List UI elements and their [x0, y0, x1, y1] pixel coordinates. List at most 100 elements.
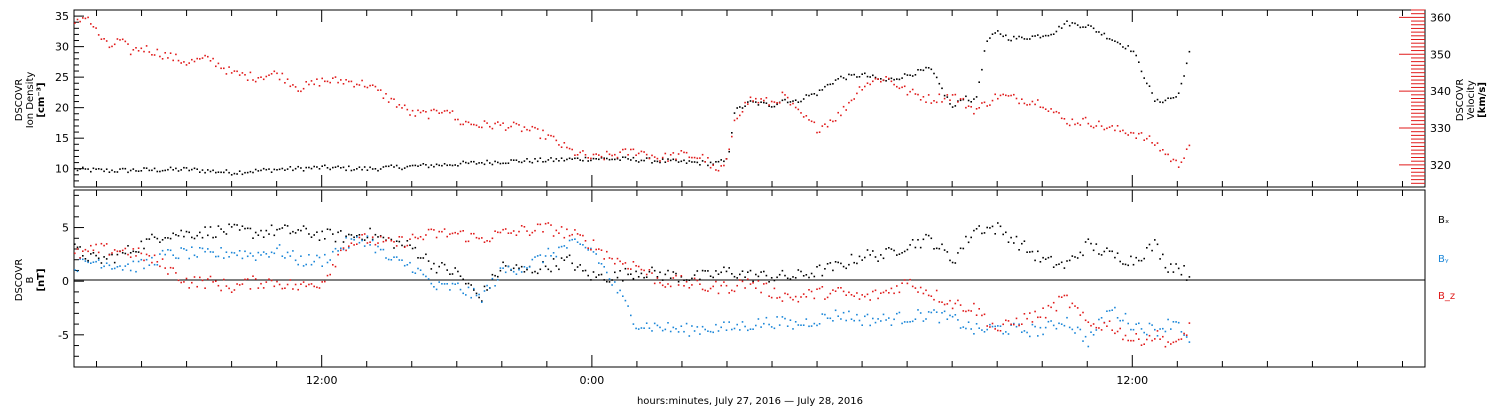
- data-point: [1106, 247, 1108, 249]
- data-point: [329, 81, 331, 84]
- data-point: [294, 283, 297, 286]
- data-point: [656, 324, 659, 327]
- data-point: [893, 78, 895, 81]
- data-point: [736, 107, 738, 109]
- data-point: [1074, 123, 1076, 126]
- data-point: [382, 236, 385, 239]
- data-point: [566, 158, 568, 161]
- data-point: [90, 170, 92, 173]
- data-point: [973, 229, 975, 232]
- data-point: [515, 122, 518, 125]
- data-point: [459, 275, 462, 277]
- data-point: [1013, 322, 1015, 325]
- data-point: [1047, 110, 1050, 112]
- data-point: [959, 327, 962, 329]
- data-point: [302, 225, 305, 227]
- data-point: [733, 275, 736, 278]
- data-point: [446, 269, 448, 271]
- data-point: [951, 307, 954, 310]
- data-point: [786, 325, 789, 327]
- data-point: [1156, 142, 1159, 144]
- data-point: [180, 62, 182, 64]
- data-point: [744, 101, 746, 104]
- data-point: [731, 135, 733, 138]
- data-point: [829, 292, 832, 295]
- data-point: [861, 89, 863, 91]
- data-point: [356, 83, 358, 86]
- data-point: [773, 287, 776, 290]
- data-point: [989, 37, 991, 39]
- data-point: [701, 160, 704, 162]
- data-point: [741, 280, 744, 283]
- data-point: [491, 163, 494, 166]
- data-point: [273, 70, 276, 73]
- data-point: [901, 252, 903, 254]
- data-point: [353, 239, 355, 241]
- top-left-axis-title-line2: Ion Density: [25, 72, 36, 129]
- data-point: [156, 170, 159, 173]
- data-point: [324, 238, 326, 240]
- data-point: [896, 85, 898, 88]
- data-point: [1108, 38, 1111, 40]
- data-point: [262, 167, 265, 170]
- data-point: [1108, 126, 1111, 128]
- data-point: [949, 103, 951, 105]
- data-point: [422, 257, 425, 259]
- data-point: [441, 111, 443, 114]
- data-point: [563, 245, 566, 247]
- data-point: [435, 163, 438, 166]
- data-point: [270, 224, 273, 227]
- data-point: [547, 268, 550, 271]
- data-point: [986, 325, 988, 327]
- data-point: [935, 76, 938, 79]
- data-point: [244, 227, 246, 230]
- data-point: [183, 235, 185, 238]
- data-point: [177, 257, 180, 260]
- data-point: [1031, 35, 1034, 37]
- data-point: [225, 73, 228, 75]
- data-point: [161, 249, 164, 252]
- data-point: [188, 287, 190, 289]
- data-point: [643, 327, 645, 329]
- data-point: [598, 154, 600, 156]
- data-point: [116, 253, 119, 256]
- data-point: [1026, 38, 1028, 40]
- data-point: [552, 235, 555, 237]
- data-point: [896, 312, 898, 315]
- data-point: [893, 249, 895, 252]
- data-point: [744, 276, 746, 278]
- data-point: [725, 284, 728, 287]
- data-point: [512, 121, 515, 124]
- data-point: [656, 160, 659, 163]
- data-point: [316, 254, 318, 257]
- data-point: [286, 168, 289, 170]
- data-point: [350, 238, 353, 240]
- data-point: [890, 324, 893, 326]
- data-point: [300, 167, 302, 169]
- data-point: [292, 169, 294, 172]
- data-point: [768, 104, 770, 106]
- data-point: [337, 81, 339, 84]
- data-point: [1023, 240, 1026, 242]
- data-point: [1098, 120, 1100, 123]
- data-point: [909, 244, 911, 246]
- data-point: [603, 266, 605, 268]
- data-point: [1140, 328, 1143, 330]
- data-point: [749, 269, 752, 272]
- data-point: [659, 161, 661, 164]
- data-point: [204, 171, 206, 174]
- data-point: [648, 270, 651, 273]
- data-point: [97, 259, 100, 261]
- data-point: [398, 167, 401, 169]
- data-point: [363, 239, 366, 241]
- data-point: [747, 103, 749, 105]
- data-point: [627, 158, 629, 160]
- data-point: [308, 283, 310, 286]
- data-point: [1175, 96, 1177, 98]
- data-point: [685, 322, 688, 325]
- data-point: [316, 78, 318, 80]
- data-point: [268, 168, 270, 170]
- data-point: [188, 231, 190, 234]
- data-point: [84, 168, 87, 170]
- data-point: [941, 312, 943, 314]
